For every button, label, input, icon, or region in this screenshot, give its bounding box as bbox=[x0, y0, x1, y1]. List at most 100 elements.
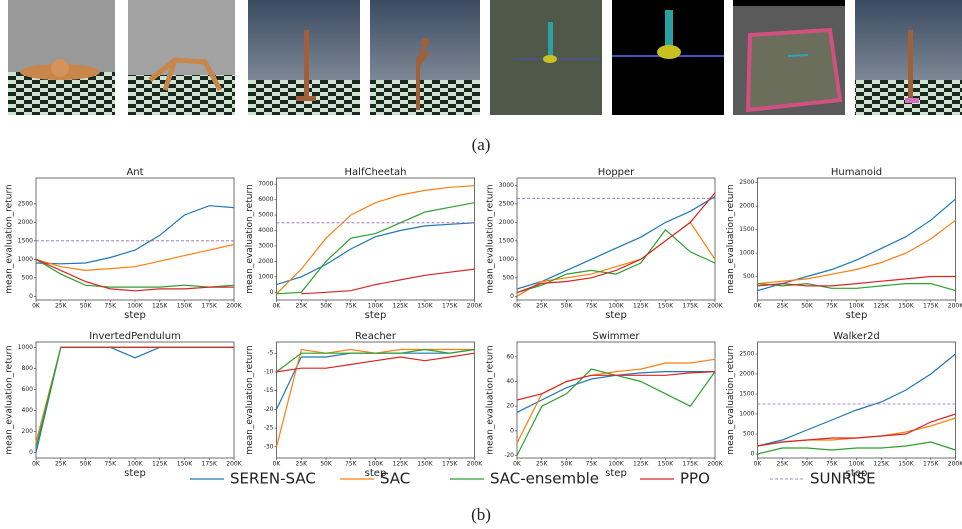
series-line bbox=[516, 368, 716, 456]
x-tick-label: 100K bbox=[849, 303, 865, 310]
x-tick-label: 25K bbox=[295, 303, 308, 310]
plot-frame bbox=[757, 341, 956, 459]
series-line bbox=[516, 192, 716, 294]
legend: SEREN-SAC SAC SAC-ensemble PPO SUNRISE bbox=[190, 470, 876, 488]
series-line bbox=[757, 353, 956, 447]
x-axis-label: step bbox=[605, 468, 627, 479]
y-tick-label: 1500 bbox=[499, 237, 514, 244]
series-line bbox=[757, 282, 956, 292]
y-tick-label: 2000 bbox=[499, 219, 514, 226]
x-axis-label: step bbox=[124, 310, 146, 321]
x-tick-label: 125K bbox=[152, 461, 168, 468]
chart-title: Ant bbox=[126, 167, 143, 178]
y-tick-label: 2500 bbox=[739, 179, 754, 186]
y-tick-label: -15 bbox=[264, 387, 274, 394]
series-line bbox=[516, 221, 716, 297]
y-tick-label: 1000 bbox=[739, 411, 754, 418]
x-tick-label: 125K bbox=[152, 303, 168, 310]
x-tick-label: 100K bbox=[608, 461, 624, 468]
x-tick-label: 0K bbox=[513, 461, 522, 468]
x-tick-label: 150K bbox=[898, 461, 914, 468]
y-tick-label: 7000 bbox=[258, 181, 273, 188]
x-tick-label: 175K bbox=[683, 461, 699, 468]
y-tick-label: 1500 bbox=[739, 391, 754, 398]
x-tick-label: 75K bbox=[345, 303, 358, 310]
legend-label: SEREN-SAC bbox=[230, 470, 316, 488]
chart: Reacher step mean_evaluation_return -30 -25 -… bbox=[245, 331, 483, 479]
y-axis-label: mean_evaluation_return bbox=[5, 184, 15, 293]
y-tick-label: 1500 bbox=[18, 237, 33, 244]
y-tick-label: 2500 bbox=[499, 200, 514, 207]
x-axis-label: step bbox=[846, 310, 868, 321]
series-line bbox=[757, 275, 956, 287]
x-tick-label: 175K bbox=[683, 303, 699, 310]
plot-frame bbox=[276, 341, 475, 459]
x-tick-label: 100K bbox=[849, 461, 865, 468]
y-axis-label: mean_evaluation_return bbox=[726, 184, 736, 293]
series-line bbox=[35, 258, 234, 292]
chart-title: Humanoid bbox=[831, 167, 882, 178]
y-tick-label: 2000 bbox=[739, 203, 754, 210]
x-tick-label: 0K bbox=[273, 303, 282, 310]
x-tick-label: 200K bbox=[226, 303, 242, 310]
series-line bbox=[516, 228, 716, 294]
x-tick-label: 150K bbox=[417, 461, 433, 468]
y-tick-label: 2000 bbox=[18, 219, 33, 226]
y-tick-label: 1000 bbox=[739, 250, 754, 257]
x-tick-label: 0K bbox=[32, 461, 41, 468]
chart: Swimmer step mean_evaluation_return -20 0 20 4… bbox=[486, 331, 724, 479]
caption-a: (a) bbox=[472, 135, 491, 154]
series-line bbox=[276, 185, 475, 295]
x-tick-label: 125K bbox=[874, 461, 890, 468]
chart-title: Walker2d bbox=[833, 331, 880, 342]
chart: Humanoid step mean_evaluation_return 500 100… bbox=[726, 167, 962, 321]
y-tick-label: 60 bbox=[506, 353, 514, 360]
x-tick-label: 50K bbox=[80, 461, 93, 468]
y-tick-label: 500 bbox=[503, 274, 515, 281]
y-tick-label: 0 bbox=[270, 289, 274, 296]
y-tick-label: 0 bbox=[29, 449, 33, 456]
x-tick-label: 175K bbox=[442, 303, 458, 310]
y-tick-label: 1000 bbox=[258, 273, 273, 280]
x-tick-label: 100K bbox=[368, 303, 384, 310]
x-tick-label: 75K bbox=[104, 461, 117, 468]
chart: Ant step mean_evaluation_return 0 500 1000 150… bbox=[5, 167, 243, 321]
x-axis-label: step bbox=[124, 468, 146, 479]
y-tick-label: 500 bbox=[743, 431, 755, 438]
series-line bbox=[35, 243, 235, 272]
x-tick-label: 50K bbox=[801, 461, 814, 468]
env-walker2d bbox=[855, 0, 962, 115]
y-tick-label: 3000 bbox=[499, 182, 514, 189]
y-tick-label: -10 bbox=[264, 368, 274, 375]
y-axis-label: mean_evaluation_return bbox=[486, 345, 496, 454]
x-tick-label: 0K bbox=[273, 461, 282, 468]
x-axis-label: step bbox=[605, 310, 627, 321]
y-tick-label: -20 bbox=[264, 406, 274, 413]
x-tick-label: 100K bbox=[608, 303, 624, 310]
x-tick-label: 25K bbox=[295, 461, 308, 468]
x-tick-label: 150K bbox=[898, 303, 914, 310]
y-tick-label: 0 bbox=[29, 293, 33, 300]
series-line bbox=[757, 413, 956, 447]
y-tick-label: 6000 bbox=[258, 196, 273, 203]
x-tick-label: 50K bbox=[320, 303, 333, 310]
plot-frame bbox=[35, 177, 235, 301]
x-axis-label: step bbox=[846, 468, 868, 479]
y-tick-label: 1000 bbox=[18, 344, 33, 351]
x-tick-label: 50K bbox=[561, 461, 574, 468]
chart-title: Hopper bbox=[598, 167, 635, 178]
x-tick-label: 75K bbox=[104, 303, 117, 310]
y-axis-label: mean_evaluation_return bbox=[245, 184, 255, 293]
x-tick-label: 75K bbox=[345, 461, 358, 468]
x-tick-label: 200K bbox=[467, 303, 483, 310]
x-tick-label: 125K bbox=[633, 461, 649, 468]
series-line bbox=[275, 348, 475, 410]
x-tick-label: 100K bbox=[127, 461, 143, 468]
y-tick-label: 500 bbox=[22, 274, 34, 281]
x-tick-label: 150K bbox=[177, 461, 193, 468]
x-tick-label: 150K bbox=[177, 303, 193, 310]
env-ant bbox=[8, 0, 115, 115]
x-tick-label: 100K bbox=[368, 461, 384, 468]
x-tick-label: 25K bbox=[776, 461, 789, 468]
x-axis-label: step bbox=[365, 310, 387, 321]
